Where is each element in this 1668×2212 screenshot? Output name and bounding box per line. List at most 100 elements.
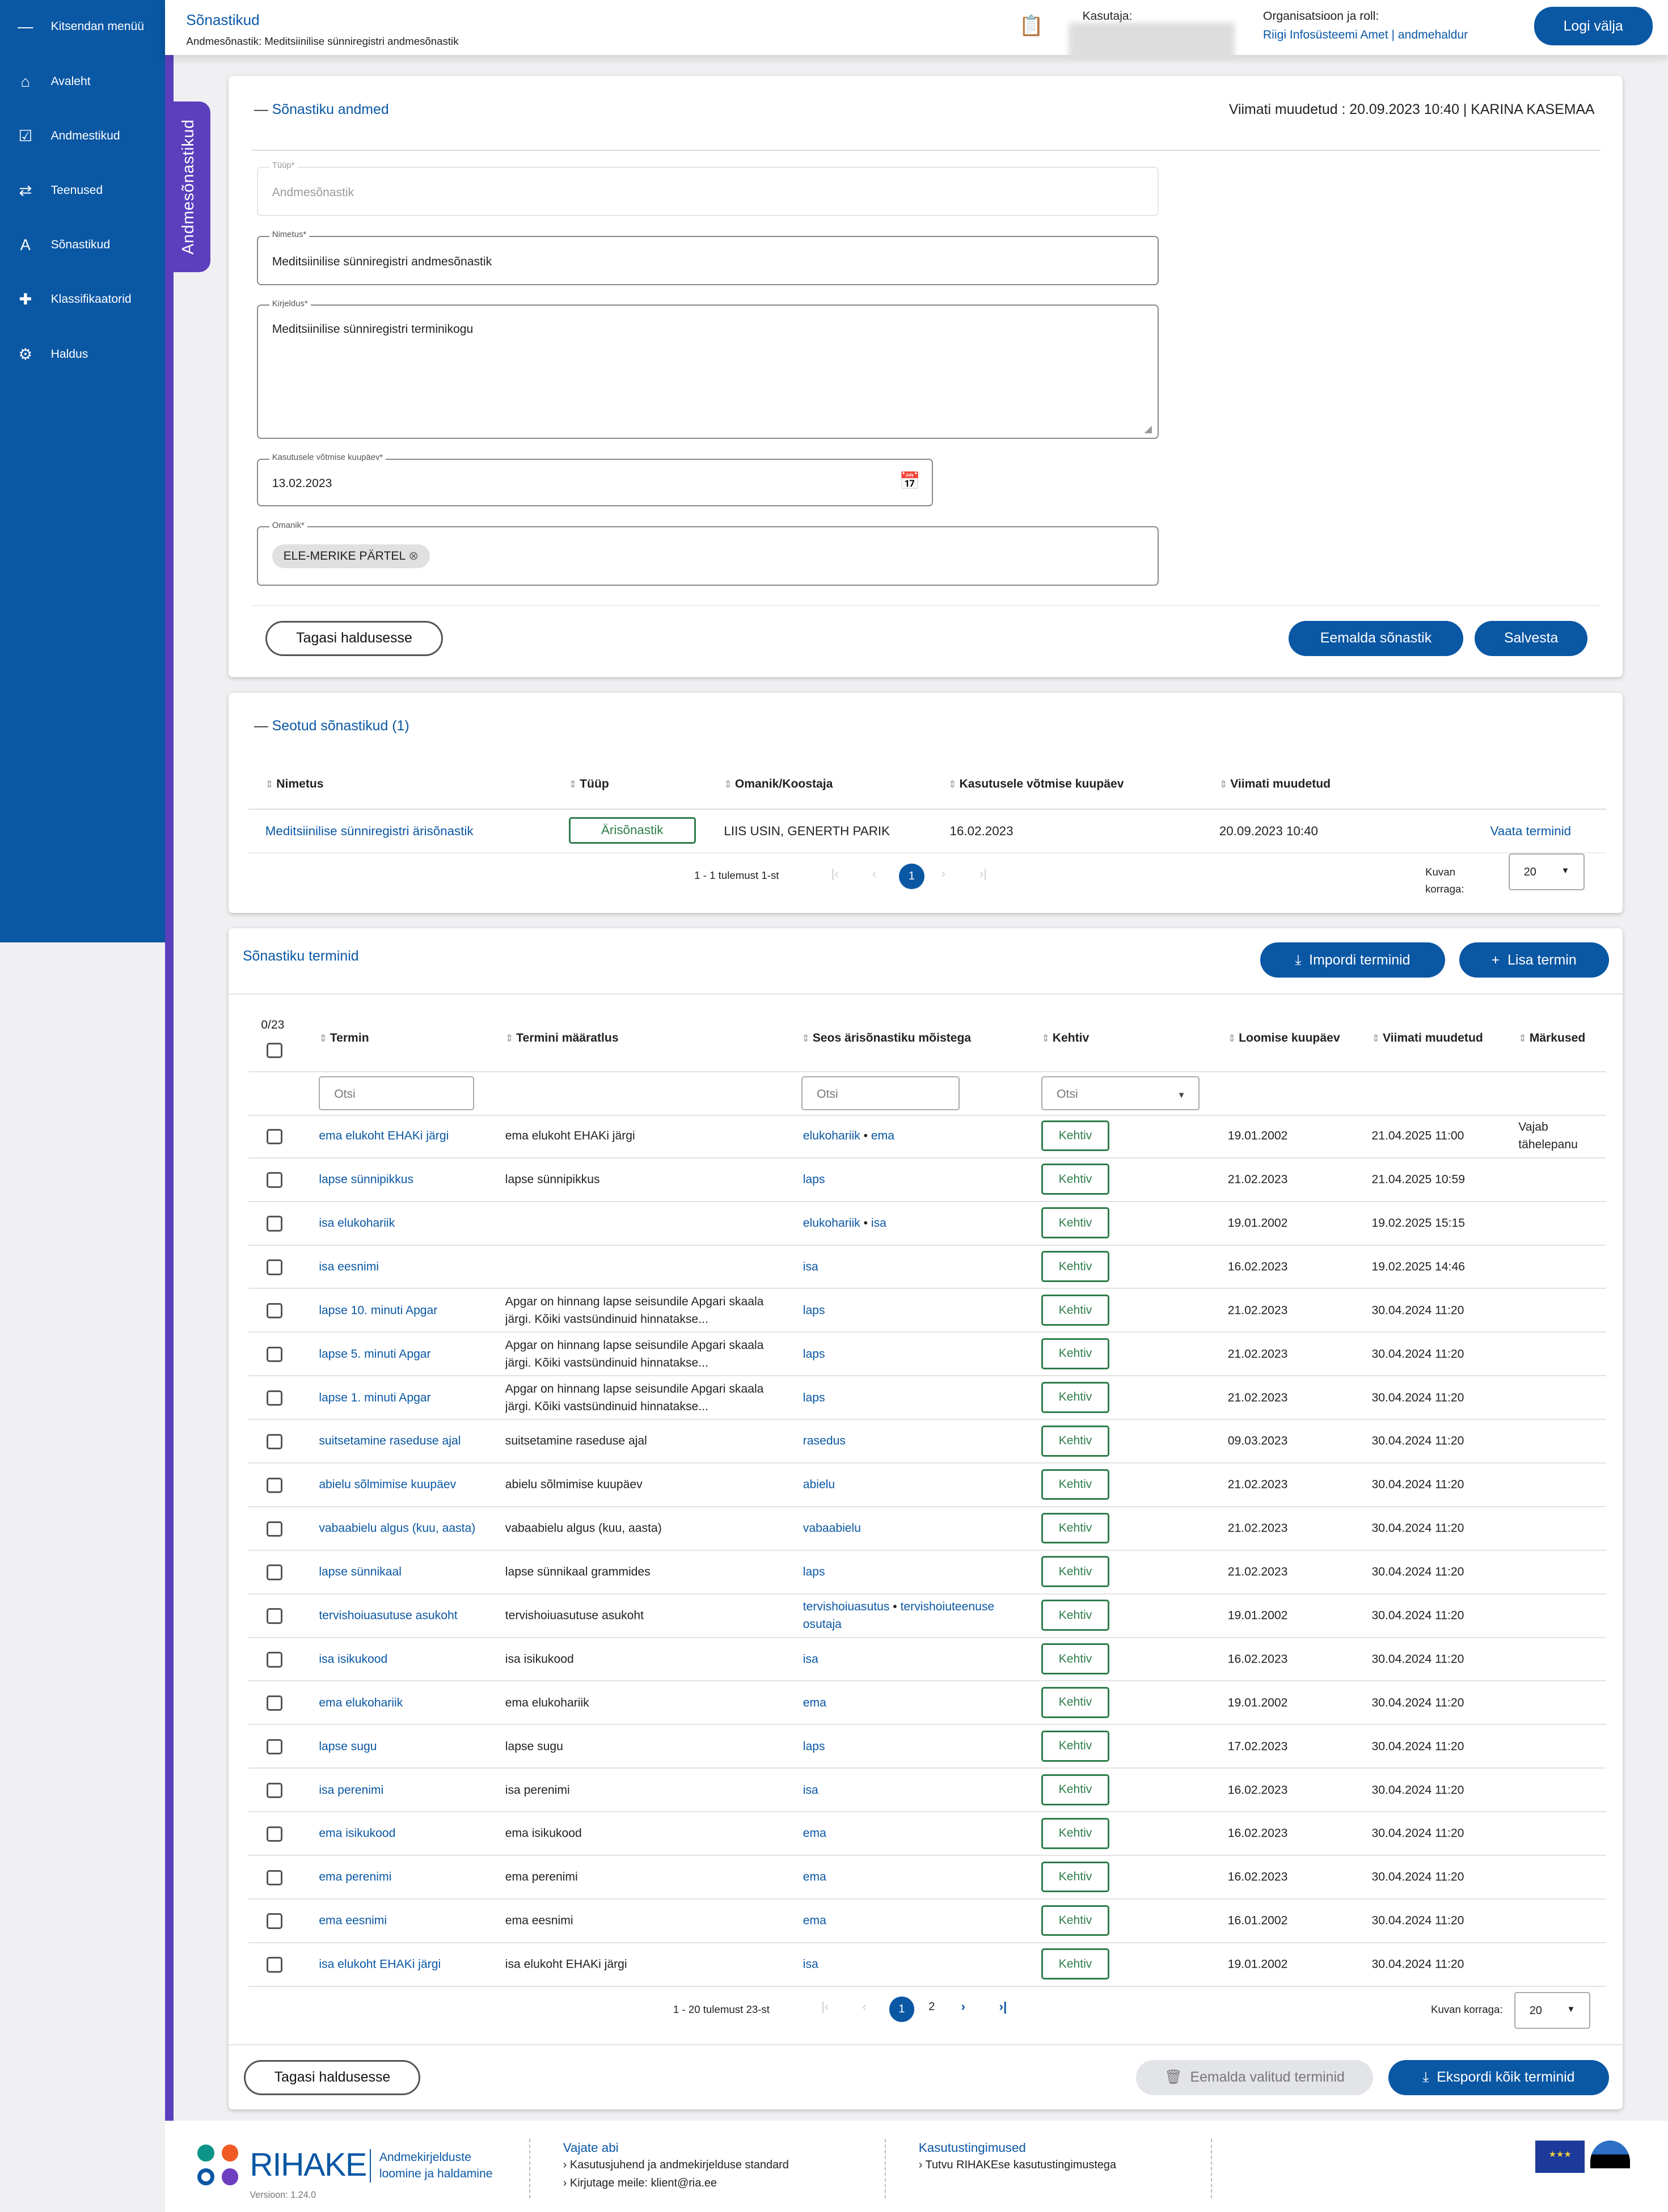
concept-link[interactable]: laps (803, 1304, 825, 1317)
concept-link[interactable]: vabaabielu (803, 1521, 861, 1535)
row-checkbox[interactable] (267, 1782, 282, 1799)
date-field[interactable]: Kasutusele võtmise kuupäev* 13.02.2023 📅 (256, 452, 933, 507)
concept-link[interactable]: ema (803, 1870, 826, 1884)
col-termini[interactable]: Termini määratlus (505, 1031, 618, 1045)
import-terms-button[interactable]: ⤓ Impordi terminid (1260, 942, 1445, 978)
term-link[interactable]: ema perenimi (319, 1870, 392, 1884)
page-1-button[interactable]: 1 (889, 1996, 915, 2022)
add-term-button[interactable]: + Lisa termin (1459, 942, 1609, 978)
concept-link[interactable]: ema (803, 1696, 826, 1710)
sidebar-item-klassifikaatorid[interactable]: ✚ Klassifikaatorid (0, 286, 165, 314)
row-checkbox[interactable] (267, 1913, 282, 1929)
term-link[interactable]: abielu sõlmimise kuupäev (319, 1478, 457, 1491)
remove-dictionary-button[interactable]: Eemalda sõnastik (1288, 620, 1464, 656)
term-link[interactable]: lapse sugu (319, 1740, 377, 1753)
calendar-icon[interactable]: 📅 (899, 471, 920, 490)
row-checkbox[interactable] (267, 1259, 282, 1275)
per-page-select[interactable]: 20 ▼ (1514, 1992, 1591, 2029)
side-tab-andmesonastikud[interactable]: Andmesõnastikud (166, 101, 210, 273)
status-filter-select[interactable]: Otsi ▼ (1041, 1076, 1200, 1111)
user-guide-link[interactable]: › Kasutusjuhend ja andmekirjelduse stand… (563, 2158, 789, 2171)
row-checkbox[interactable] (267, 1216, 282, 1232)
concept-link[interactable]: abielu (803, 1478, 835, 1491)
back-to-admin-button[interactable]: Tagasi haldusesse (265, 620, 444, 656)
select-all-checkbox[interactable] (267, 1042, 282, 1059)
collapse-details-button[interactable]: — Sõnastiku andmed (254, 101, 389, 118)
concept-link[interactable]: elukohariik (803, 1216, 860, 1230)
concept-link[interactable]: elukohariik (803, 1129, 860, 1143)
first-page-icon[interactable]: |‹ (821, 1999, 829, 2014)
concept-link[interactable]: isa (803, 1652, 818, 1666)
term-link[interactable]: lapse sünnipikkus (319, 1173, 414, 1186)
col-märkused[interactable]: Märkused (1518, 1031, 1586, 1045)
col-nimetus[interactable]: Nimetus (265, 777, 323, 791)
col-tuup[interactable]: Tüüp (569, 777, 609, 791)
term-link[interactable]: vabaabielu algus (kuu, aasta) (319, 1521, 476, 1535)
term-link[interactable]: ema isikukood (319, 1826, 396, 1840)
col-viimati[interactable]: Viimati muudetud (1219, 777, 1331, 791)
name-field[interactable]: Nimetus* Meditsiinilise sünniregistri and… (256, 230, 1159, 285)
row-checkbox[interactable] (267, 1564, 282, 1580)
sidebar-item-sõnastikud[interactable]: A Sõnastikud (0, 231, 165, 260)
term-link[interactable]: suitsetamine raseduse ajal (319, 1434, 461, 1448)
concept-link[interactable]: laps (803, 1173, 825, 1186)
linked-dictionary-link[interactable]: Meditsiinilise sünniregistri ärisõnastik (265, 824, 474, 839)
export-all-terms-button[interactable]: ⤓ Ekspordi kõik terminid (1388, 2059, 1609, 2095)
row-checkbox[interactable] (267, 1870, 282, 1885)
concept-link[interactable]: rasedus (803, 1434, 846, 1448)
row-checkbox[interactable] (267, 1172, 282, 1188)
term-link[interactable]: ema elukohariik (319, 1696, 403, 1710)
view-terms-link[interactable]: Vaata terminid (1490, 824, 1572, 839)
save-button[interactable]: Salvesta (1475, 620, 1588, 656)
col-loomise[interactable]: Loomise kuupäev (1228, 1031, 1340, 1045)
col-seos[interactable]: Seos ärisõnastiku mõistega (801, 1031, 971, 1045)
sidebar-item-haldus[interactable]: ⚙ Haldus (0, 340, 165, 369)
concept-link[interactable]: isa (803, 1783, 818, 1796)
row-checkbox[interactable] (267, 1346, 282, 1363)
row-checkbox[interactable] (267, 1826, 282, 1842)
email-link[interactable]: klient@ria.ee (651, 2177, 717, 2190)
concept-link[interactable]: ema (803, 1826, 826, 1840)
concept-link[interactable]: isa (803, 1957, 818, 1971)
remove-selected-terms-button[interactable]: 🗑 Eemalda valitud terminid (1135, 2059, 1373, 2095)
clipboard-icon[interactable]: 📋 (1019, 14, 1044, 37)
concept-link[interactable]: isa (803, 1260, 818, 1274)
concept-link[interactable]: laps (803, 1565, 825, 1579)
term-link[interactable]: lapse 1. minuti Apgar (319, 1390, 431, 1404)
sidebar-item-teenused[interactable]: ⇄ Teenused (0, 177, 165, 205)
sidebar-item-avaleht[interactable]: ⌂ Avaleht (0, 67, 165, 96)
concept-link[interactable]: isa (871, 1216, 886, 1230)
col-kasutusele[interactable]: Kasutusele võtmise kuupäev (948, 777, 1124, 791)
row-checkbox[interactable] (267, 1303, 282, 1319)
col-termin[interactable]: Termin (319, 1031, 369, 1045)
collapse-linked-button[interactable]: — Seotud sõnastikud (1) (254, 718, 409, 734)
last-page-icon[interactable]: ›| (999, 1999, 1007, 2014)
concept-link[interactable]: ema (803, 1914, 826, 1927)
row-checkbox[interactable] (267, 1477, 282, 1493)
remove-chip-icon[interactable]: ⊗ (408, 549, 419, 563)
term-link[interactable]: ema eesnimi (319, 1914, 387, 1927)
row-checkbox[interactable] (267, 1608, 282, 1624)
page-1-button[interactable]: 1 (898, 863, 924, 889)
row-checkbox[interactable] (267, 1433, 282, 1450)
sidebar-item-andmestikud[interactable]: ☑ Andmestikud (0, 122, 165, 150)
prev-page-icon[interactable]: ‹ (862, 1999, 867, 2014)
row-checkbox[interactable] (267, 1521, 282, 1537)
org-role-link[interactable]: Riigi Infosüsteemi Amet | andmehaldur (1262, 28, 1468, 41)
row-checkbox[interactable] (267, 1128, 282, 1144)
term-filter-input[interactable]: Otsi (319, 1076, 474, 1111)
concept-link[interactable]: laps (803, 1347, 825, 1361)
link-filter-input[interactable]: Otsi (801, 1076, 960, 1111)
term-link[interactable]: isa perenimi (319, 1783, 384, 1796)
first-page-icon[interactable]: |‹ (831, 866, 839, 881)
col-omanik[interactable]: Omanik/Koostaja (724, 777, 833, 791)
resize-handle-icon[interactable]: ◢ (1144, 422, 1152, 434)
back-to-admin-button[interactable]: Tagasi haldusesse (244, 2059, 421, 2095)
concept-link[interactable]: laps (803, 1390, 825, 1404)
term-link[interactable]: ema elukoht EHAKi järgi (319, 1129, 449, 1143)
row-checkbox[interactable] (267, 1390, 282, 1406)
last-page-icon[interactable]: ›| (979, 866, 987, 881)
owner-field[interactable]: Omanik* ELE-MERIKE PÄRTEL ⊗ (256, 520, 1159, 586)
term-link[interactable]: lapse 10. minuti Apgar (319, 1304, 438, 1317)
term-link[interactable]: tervishoiuasutuse asukoht (319, 1609, 458, 1622)
